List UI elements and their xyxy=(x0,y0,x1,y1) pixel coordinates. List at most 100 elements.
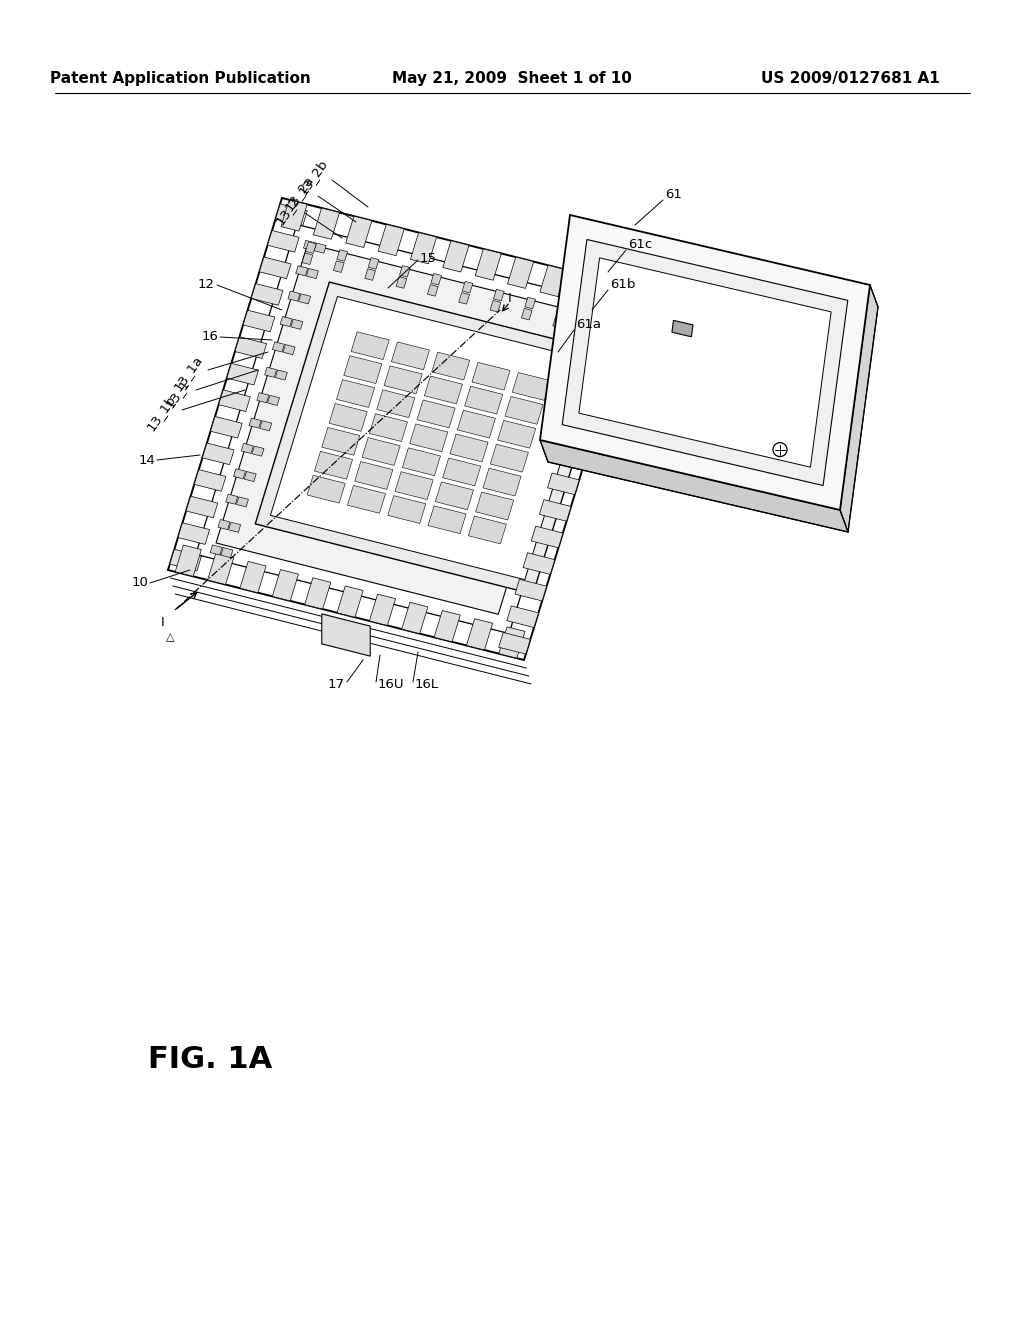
Polygon shape xyxy=(531,527,563,548)
Polygon shape xyxy=(434,611,460,642)
Polygon shape xyxy=(399,265,411,277)
Polygon shape xyxy=(307,475,345,503)
Polygon shape xyxy=(210,545,222,554)
Polygon shape xyxy=(556,305,567,317)
Polygon shape xyxy=(195,470,226,491)
Polygon shape xyxy=(225,494,238,504)
Polygon shape xyxy=(580,367,611,388)
Polygon shape xyxy=(347,486,385,513)
Polygon shape xyxy=(391,342,429,370)
Text: Patent Application Publication: Patent Application Publication xyxy=(49,70,310,86)
Polygon shape xyxy=(672,321,693,337)
Polygon shape xyxy=(564,420,596,441)
Polygon shape xyxy=(588,313,598,325)
Polygon shape xyxy=(540,440,848,532)
Polygon shape xyxy=(260,421,271,430)
Polygon shape xyxy=(314,451,352,479)
Polygon shape xyxy=(334,261,344,272)
Polygon shape xyxy=(228,523,241,532)
Polygon shape xyxy=(370,594,395,626)
Polygon shape xyxy=(267,231,299,252)
Polygon shape xyxy=(281,317,292,326)
Polygon shape xyxy=(572,393,603,414)
Polygon shape xyxy=(494,289,504,301)
Polygon shape xyxy=(272,342,285,352)
Polygon shape xyxy=(540,215,870,510)
Text: 13_2b: 13_2b xyxy=(296,157,330,198)
Polygon shape xyxy=(499,627,525,659)
Polygon shape xyxy=(472,363,510,391)
Polygon shape xyxy=(395,471,433,499)
Polygon shape xyxy=(302,253,312,264)
Polygon shape xyxy=(467,619,493,649)
Polygon shape xyxy=(523,553,555,574)
Polygon shape xyxy=(168,198,638,660)
Polygon shape xyxy=(196,224,610,634)
Polygon shape xyxy=(329,404,368,432)
Polygon shape xyxy=(465,387,503,414)
Polygon shape xyxy=(299,294,310,304)
Polygon shape xyxy=(428,506,466,533)
Polygon shape xyxy=(475,492,514,520)
Polygon shape xyxy=(221,548,232,557)
Polygon shape xyxy=(840,285,878,532)
Polygon shape xyxy=(369,257,379,269)
Polygon shape xyxy=(411,232,436,264)
Polygon shape xyxy=(233,469,246,479)
Polygon shape xyxy=(337,586,364,618)
Polygon shape xyxy=(344,355,382,384)
Text: 16L: 16L xyxy=(415,678,439,692)
Polygon shape xyxy=(596,314,628,335)
Text: I: I xyxy=(161,615,165,628)
Polygon shape xyxy=(249,418,261,428)
Text: 12: 12 xyxy=(198,279,215,292)
Polygon shape xyxy=(211,417,243,438)
Text: 61c: 61c xyxy=(628,239,652,252)
Polygon shape xyxy=(306,268,318,279)
Polygon shape xyxy=(252,446,264,457)
Polygon shape xyxy=(572,273,598,305)
Polygon shape xyxy=(490,445,528,473)
Polygon shape xyxy=(417,400,455,428)
Polygon shape xyxy=(291,319,303,329)
Polygon shape xyxy=(251,284,283,305)
Polygon shape xyxy=(170,549,202,572)
Polygon shape xyxy=(255,282,607,594)
Polygon shape xyxy=(521,309,532,319)
Polygon shape xyxy=(275,370,288,380)
Text: 17: 17 xyxy=(328,678,345,692)
Text: 16U: 16U xyxy=(378,678,404,692)
Polygon shape xyxy=(186,496,218,517)
Polygon shape xyxy=(314,243,327,253)
Polygon shape xyxy=(507,606,539,627)
Polygon shape xyxy=(442,458,480,486)
Polygon shape xyxy=(219,389,250,412)
Polygon shape xyxy=(313,209,340,239)
Polygon shape xyxy=(237,496,249,507)
Text: FIG. 1A: FIG. 1A xyxy=(148,1045,272,1074)
Polygon shape xyxy=(275,203,307,226)
Polygon shape xyxy=(388,495,426,524)
Polygon shape xyxy=(303,240,315,251)
Polygon shape xyxy=(432,352,470,380)
Polygon shape xyxy=(396,277,407,288)
Polygon shape xyxy=(322,428,359,455)
Text: I: I xyxy=(508,292,512,305)
Polygon shape xyxy=(337,249,347,261)
Polygon shape xyxy=(401,602,428,634)
Polygon shape xyxy=(203,444,234,465)
Polygon shape xyxy=(234,337,266,359)
Text: 14: 14 xyxy=(138,454,155,466)
Text: 13_1: 13_1 xyxy=(163,376,193,411)
Polygon shape xyxy=(178,523,210,544)
Text: 61b: 61b xyxy=(610,279,635,292)
Polygon shape xyxy=(468,516,507,544)
Text: 61: 61 xyxy=(665,189,682,202)
Polygon shape xyxy=(283,345,295,355)
Polygon shape xyxy=(553,317,563,327)
Polygon shape xyxy=(410,424,447,451)
Polygon shape xyxy=(459,293,469,304)
Polygon shape xyxy=(322,614,371,656)
Polygon shape xyxy=(242,444,253,454)
Polygon shape xyxy=(337,380,375,408)
